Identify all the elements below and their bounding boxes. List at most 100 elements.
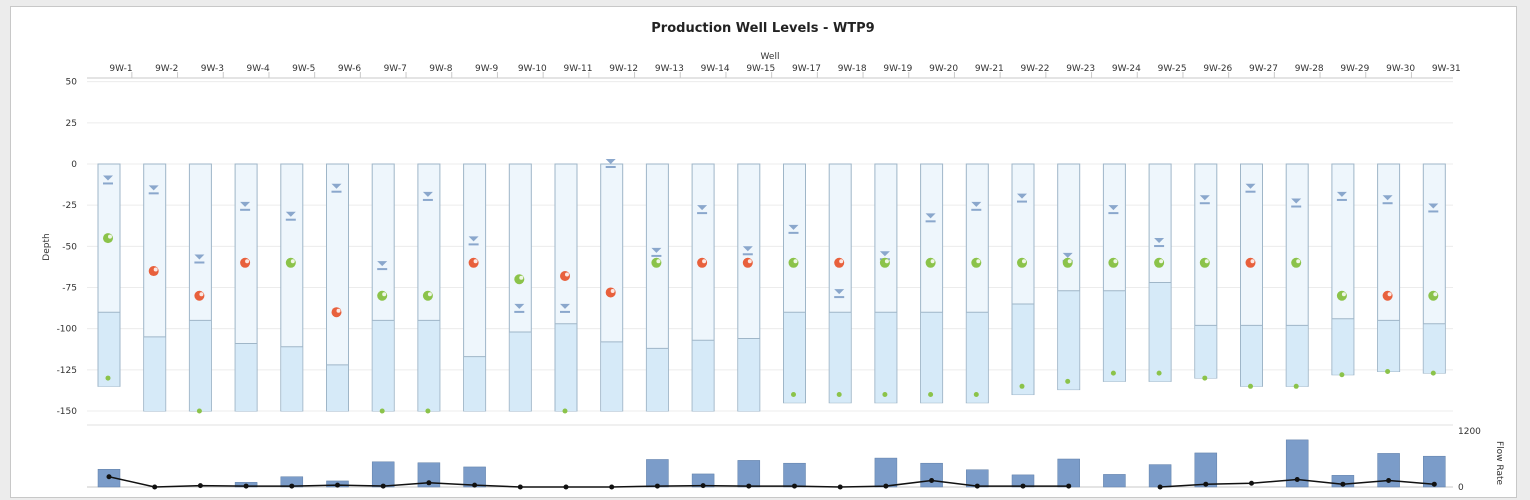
pump-icon-highlight — [153, 267, 158, 272]
flow-rate-point — [883, 483, 889, 489]
well-label: 9W-6 — [338, 64, 362, 74]
flow-bar — [920, 462, 943, 488]
well-label: 9W-26 — [1203, 64, 1232, 74]
flow-rate-point — [746, 483, 752, 489]
well-label: 9W-13 — [655, 64, 684, 74]
flow-layer — [97, 439, 1446, 490]
pump-icon-highlight — [290, 259, 295, 264]
flow-rate-point — [152, 484, 158, 490]
pump-icon-highlight — [427, 292, 432, 297]
pump-icon — [1017, 257, 1027, 268]
y-tick-label: -150 — [57, 407, 78, 417]
water-level-icon — [1428, 203, 1439, 209]
water-level-icon — [742, 246, 753, 252]
water-level-icon — [377, 261, 388, 267]
well-fill — [372, 320, 394, 411]
bottom-level-dot — [562, 408, 568, 414]
well-label: 9W-2 — [155, 64, 178, 74]
flow-bar — [1103, 474, 1126, 488]
pump-icon — [1382, 290, 1393, 301]
pump-icon-highlight — [976, 259, 981, 264]
well-label: 9W-24 — [1112, 64, 1141, 74]
flow-bar — [1148, 464, 1172, 488]
y-tick-label: -50 — [62, 242, 77, 252]
bottom-level-dot — [379, 408, 385, 414]
well-label: 9W-29 — [1340, 64, 1369, 74]
well-label: 9W-19 — [883, 64, 912, 74]
water-level-icon — [788, 224, 799, 230]
pump-icon-highlight — [793, 259, 798, 264]
flow-rate-line — [108, 476, 1435, 488]
water-level-icon — [834, 289, 845, 295]
pump-icon — [148, 266, 159, 277]
flow-rate-point — [1249, 480, 1254, 486]
pump-icon-highlight — [1022, 259, 1026, 264]
x-axis-title: Well — [761, 52, 780, 62]
well-fill — [1286, 325, 1308, 387]
water-level-icon — [971, 201, 982, 207]
pump-icon — [377, 290, 388, 301]
bottom-level-dot — [882, 392, 888, 398]
well-fill — [1332, 318, 1354, 375]
pump-icon-highlight — [245, 259, 250, 264]
well-fill — [1103, 290, 1125, 382]
pump-icon — [1199, 257, 1210, 268]
pump-icon — [605, 287, 616, 298]
pump-icon — [103, 233, 113, 244]
pump-icon-highlight — [1113, 259, 1118, 264]
well-label: 9W-25 — [1158, 64, 1187, 74]
bottom-level-dot — [1202, 375, 1208, 381]
pump-icon — [560, 270, 570, 281]
y-tick-label: 0 — [71, 160, 77, 170]
pump-icon — [1062, 257, 1073, 268]
flow-rate-point — [517, 484, 523, 490]
y-tick-label: -75 — [62, 284, 77, 294]
well-label: 9W-3 — [201, 64, 224, 74]
well-label: 9W-1 — [109, 64, 132, 74]
well-fill — [281, 346, 303, 411]
bottom-level-dot — [1019, 383, 1025, 389]
pump-icon-highlight — [1433, 292, 1438, 297]
flow-rate-point — [1157, 484, 1163, 490]
well-label: 9W-11 — [564, 64, 593, 74]
pump-icon — [1336, 290, 1347, 301]
well-fill — [646, 348, 668, 411]
pump-icon — [240, 257, 251, 268]
pump-icon-highlight — [382, 292, 387, 297]
flow-rate-point — [197, 483, 203, 489]
pump-icon — [925, 257, 936, 268]
water-level-icon — [605, 159, 616, 164]
pump-icon — [285, 257, 296, 268]
well-label: 9W-28 — [1295, 64, 1324, 74]
bottom-level-dot — [1065, 378, 1071, 384]
well-label: 9W-5 — [292, 64, 315, 74]
well-fill — [235, 343, 257, 411]
flow-rate-point — [792, 483, 797, 489]
water-level-icon — [1336, 191, 1347, 197]
well-label: 9W-15 — [746, 64, 775, 74]
flow-rate-point — [243, 483, 249, 489]
well-label: 9W-12 — [609, 64, 638, 74]
well-label: 9W-8 — [429, 64, 453, 74]
bottom-level-dot — [1293, 383, 1299, 389]
flow-rate-point — [1386, 477, 1392, 483]
flow-rate-point — [1340, 481, 1346, 487]
well-fill — [738, 338, 760, 411]
water-level-icon — [1382, 195, 1393, 201]
pump-icon-highlight — [336, 308, 341, 313]
well-label: 9W-31 — [1432, 64, 1461, 74]
well-label: 9W-21 — [975, 64, 1004, 74]
pump-icon — [788, 257, 799, 268]
well-fill — [327, 364, 348, 411]
flow-bar — [1285, 439, 1309, 488]
water-level-icon — [240, 201, 251, 207]
flow-bar — [783, 462, 806, 488]
pump-icon — [468, 257, 479, 268]
well-fill — [692, 340, 714, 411]
pump-icon-highlight — [519, 275, 524, 280]
pump-icon-highlight — [610, 288, 615, 293]
well-fill — [1195, 325, 1217, 379]
well-label: 9W-22 — [1021, 64, 1050, 74]
pump-icon — [422, 290, 433, 301]
water-level-icon — [1291, 198, 1302, 204]
